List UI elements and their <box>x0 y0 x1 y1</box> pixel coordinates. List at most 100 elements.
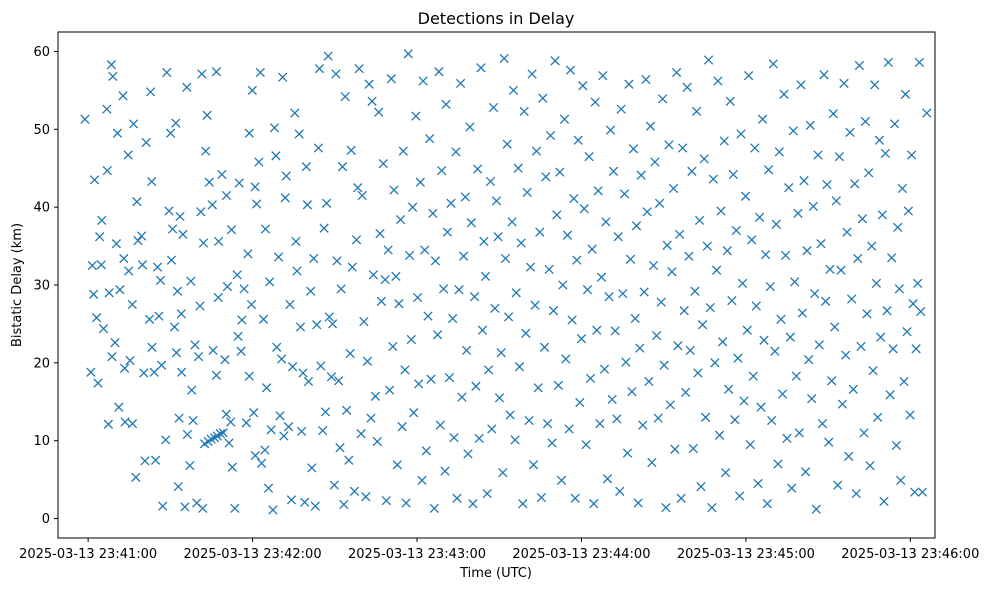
data-point <box>536 492 547 503</box>
y-tick-label: 0 <box>42 512 50 527</box>
data-point <box>102 165 112 176</box>
data-point <box>226 225 237 235</box>
data-point <box>820 296 831 306</box>
data-point <box>581 439 591 450</box>
data-point <box>118 91 128 101</box>
data-point <box>837 399 848 409</box>
data-point <box>208 345 218 356</box>
data-point <box>437 165 447 176</box>
data-point <box>272 342 282 352</box>
data-point <box>158 501 168 511</box>
data-point <box>236 346 246 356</box>
data-point <box>249 408 259 418</box>
data-point <box>631 221 642 231</box>
data-point <box>312 320 322 330</box>
data-point <box>368 270 379 280</box>
data-point <box>455 78 466 89</box>
data-point <box>268 505 278 515</box>
data-point <box>731 225 741 236</box>
data-point <box>697 320 708 330</box>
data-point <box>367 96 377 106</box>
data-point <box>685 345 695 356</box>
data-point <box>780 250 791 261</box>
data-point <box>810 288 820 299</box>
data-point <box>542 418 553 429</box>
data-point <box>677 143 688 153</box>
data-point <box>763 165 774 175</box>
data-point <box>750 143 760 153</box>
data-point <box>728 169 738 180</box>
data-point <box>625 254 636 264</box>
data-point <box>218 428 228 438</box>
data-point <box>441 99 451 110</box>
data-point <box>699 154 709 164</box>
data-point <box>564 424 574 434</box>
data-point <box>244 128 254 138</box>
y-tick-label: 60 <box>33 45 50 60</box>
data-point <box>430 256 441 266</box>
data-point <box>638 420 648 430</box>
data-point <box>392 460 402 470</box>
data-point <box>112 128 123 138</box>
data-point <box>794 428 804 438</box>
data-point <box>362 356 373 366</box>
data-point <box>394 299 404 309</box>
data-point <box>460 192 470 202</box>
data-point <box>336 284 346 294</box>
data-point <box>469 292 480 302</box>
data-point <box>224 438 234 448</box>
data-point <box>320 407 331 417</box>
data-point <box>451 147 461 157</box>
data-point <box>128 119 139 129</box>
data-point <box>498 467 508 478</box>
data-point <box>187 385 197 395</box>
data-point <box>767 415 777 426</box>
data-point <box>914 57 925 68</box>
data-point <box>737 278 748 289</box>
data-point <box>516 238 526 248</box>
data-point <box>480 271 491 282</box>
data-point <box>319 223 329 233</box>
data-point <box>471 381 481 391</box>
data-point <box>696 481 706 492</box>
data-point <box>602 474 613 484</box>
data-point <box>844 451 854 461</box>
data-point <box>250 450 260 461</box>
data-point <box>538 93 548 103</box>
data-point <box>871 278 882 289</box>
data-point <box>896 475 906 486</box>
data-point <box>508 85 519 96</box>
data-point <box>211 67 222 77</box>
data-point <box>353 183 363 193</box>
data-point <box>770 346 780 356</box>
data-point <box>344 455 354 465</box>
data-point <box>693 368 703 378</box>
data-point <box>868 365 878 376</box>
data-point <box>273 252 284 262</box>
data-point <box>292 266 302 276</box>
data-point <box>266 425 276 435</box>
data-point <box>207 200 217 210</box>
data-point <box>166 255 177 265</box>
data-point <box>579 204 589 214</box>
data-point <box>587 244 597 254</box>
data-point <box>639 287 649 297</box>
data-point <box>562 230 573 240</box>
data-point <box>381 495 391 506</box>
data-point <box>670 444 680 454</box>
data-point <box>521 328 531 338</box>
data-point <box>86 367 96 377</box>
data-point <box>474 433 484 444</box>
data-point <box>294 129 304 139</box>
data-point <box>195 301 205 311</box>
data-point <box>548 306 559 316</box>
data-point <box>213 236 224 247</box>
data-point <box>139 368 149 378</box>
data-point <box>690 286 700 296</box>
data-point <box>215 429 226 439</box>
data-point <box>691 106 702 117</box>
data-point <box>862 309 872 319</box>
data-point <box>211 370 222 380</box>
x-axis-title: Time (UTC) <box>459 566 532 581</box>
data-point <box>567 315 577 325</box>
